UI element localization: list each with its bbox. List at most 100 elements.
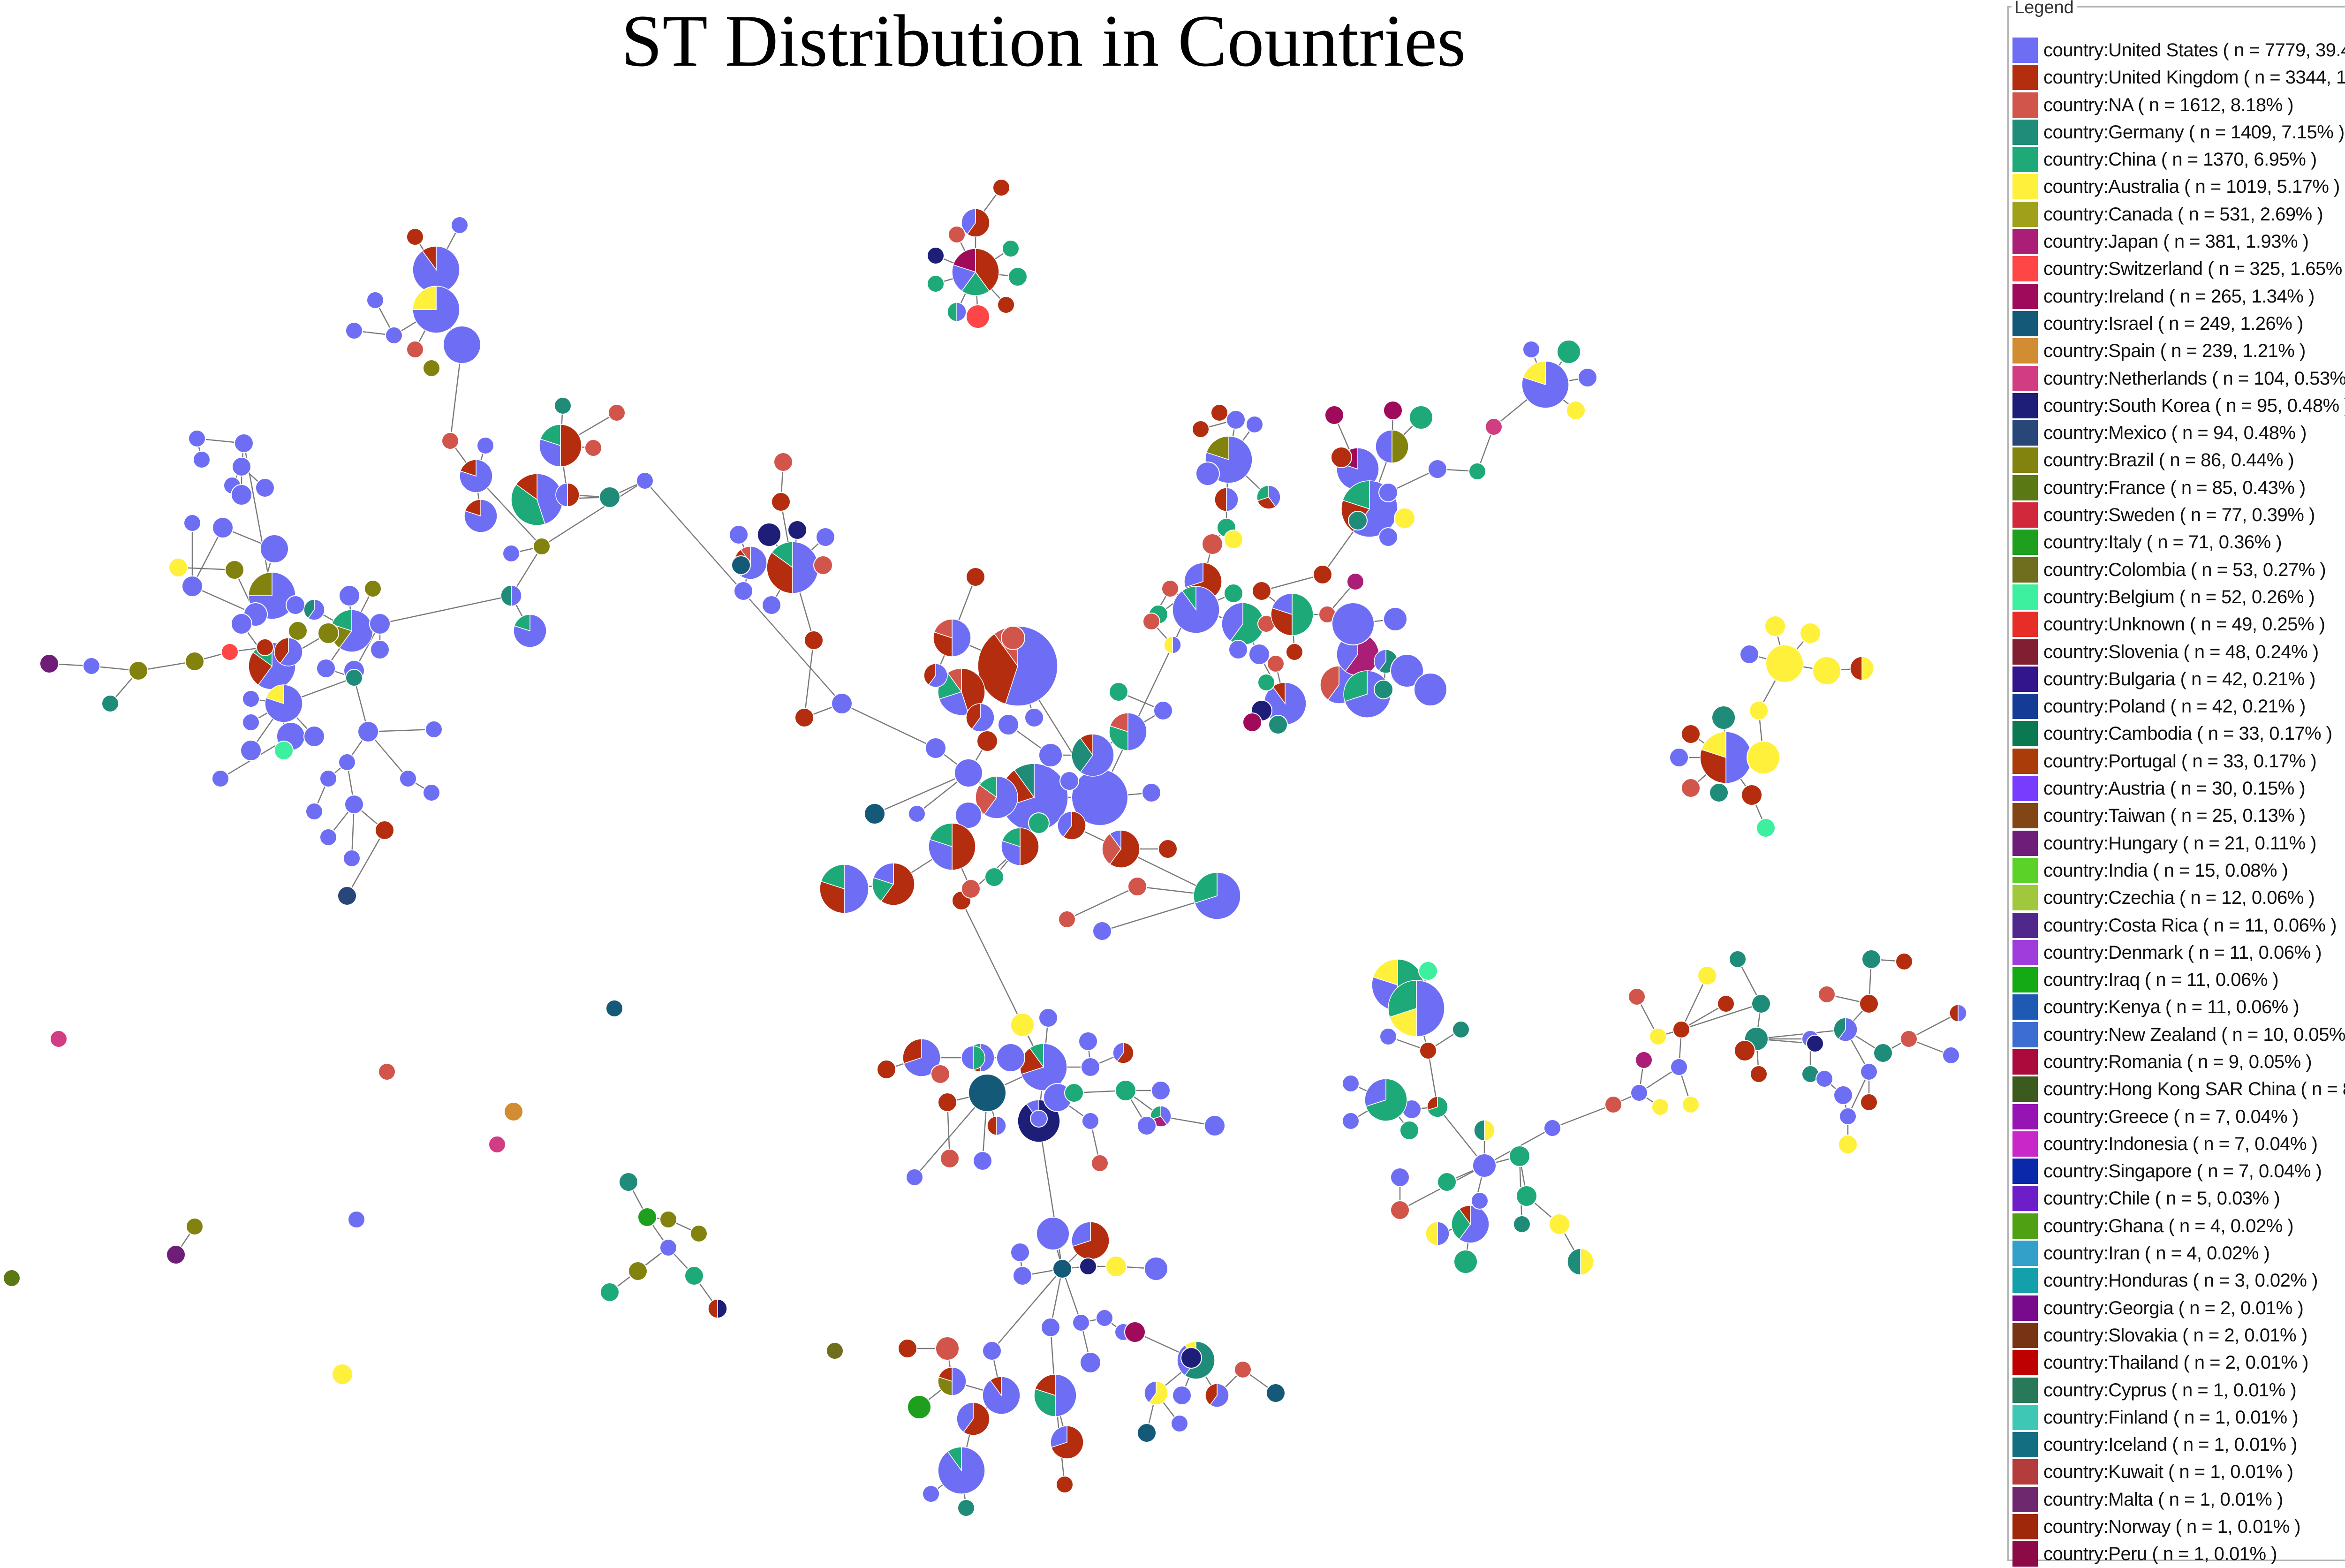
st-node[interactable]: [1451, 1205, 1490, 1243]
st-node[interactable]: [1079, 1257, 1097, 1275]
st-node[interactable]: [1034, 1374, 1077, 1417]
st-node[interactable]: [1390, 1200, 1410, 1220]
st-node[interactable]: [1144, 1257, 1168, 1281]
st-node[interactable]: [1210, 404, 1228, 422]
st-node[interactable]: [819, 864, 869, 914]
st-node[interactable]: [240, 740, 262, 761]
st-node[interactable]: [332, 1363, 353, 1385]
st-node[interactable]: [1472, 1153, 1497, 1178]
st-node[interactable]: [1164, 636, 1181, 654]
st-node[interactable]: [348, 1211, 365, 1228]
st-node[interactable]: [1765, 644, 1804, 683]
st-node[interactable]: [539, 424, 582, 467]
st-node[interactable]: [186, 1218, 204, 1235]
st-node[interactable]: [1833, 1017, 1858, 1042]
st-node[interactable]: [533, 538, 551, 555]
st-node[interactable]: [502, 545, 520, 562]
st-node[interactable]: [1171, 1415, 1188, 1432]
st-node[interactable]: [339, 585, 360, 606]
st-node[interactable]: [762, 595, 781, 615]
st-node[interactable]: [344, 795, 364, 814]
st-node[interactable]: [1399, 1121, 1419, 1140]
st-node[interactable]: [1942, 1046, 1960, 1064]
st-node[interactable]: [168, 558, 188, 577]
st-node[interactable]: [1331, 447, 1352, 468]
st-node[interactable]: [584, 439, 602, 457]
st-node[interactable]: [976, 730, 998, 752]
st-node[interactable]: [364, 580, 382, 598]
st-node[interactable]: [975, 776, 1018, 819]
st-node[interactable]: [1081, 1057, 1100, 1077]
st-node[interactable]: [369, 613, 391, 635]
st-node[interactable]: [1697, 966, 1717, 985]
st-node[interactable]: [337, 886, 357, 906]
st-node[interactable]: [288, 621, 308, 641]
st-node[interactable]: [600, 1282, 620, 1302]
st-node[interactable]: [1041, 1318, 1060, 1337]
st-node[interactable]: [1064, 1083, 1084, 1103]
st-node[interactable]: [1859, 994, 1879, 1014]
st-node[interactable]: [1202, 533, 1223, 555]
st-node[interactable]: [1059, 771, 1079, 791]
st-node[interactable]: [1839, 1107, 1857, 1125]
st-node[interactable]: [129, 661, 148, 681]
st-node[interactable]: [1375, 430, 1409, 463]
st-node[interactable]: [83, 657, 100, 675]
st-node[interactable]: [1071, 734, 1114, 777]
st-node[interactable]: [1419, 1042, 1437, 1060]
st-node[interactable]: [1038, 1008, 1058, 1028]
st-node[interactable]: [659, 1239, 677, 1257]
st-node[interactable]: [1002, 240, 1020, 258]
st-node[interactable]: [1900, 1030, 1918, 1048]
st-node[interactable]: [318, 622, 339, 644]
st-node[interactable]: [423, 359, 440, 377]
st-node[interactable]: [212, 517, 234, 538]
st-node[interactable]: [1115, 1080, 1136, 1101]
st-node[interactable]: [511, 473, 563, 526]
st-node[interactable]: [1734, 1040, 1755, 1061]
st-node[interactable]: [1008, 267, 1028, 287]
st-node[interactable]: [1895, 953, 1913, 970]
st-node[interactable]: [1001, 626, 1025, 650]
st-node[interactable]: [1452, 1021, 1470, 1038]
st-node[interactable]: [303, 599, 325, 621]
st-node[interactable]: [1161, 580, 1179, 598]
st-node[interactable]: [992, 179, 1010, 197]
st-node[interactable]: [940, 1149, 960, 1168]
st-node[interactable]: [938, 1367, 967, 1396]
st-node[interactable]: [1091, 1154, 1109, 1172]
st-node[interactable]: [1124, 1321, 1146, 1343]
st-node[interactable]: [794, 708, 814, 727]
st-node[interactable]: [1557, 340, 1581, 364]
st-node[interactable]: [303, 726, 325, 747]
st-node[interactable]: [234, 433, 254, 453]
st-node[interactable]: [1072, 1314, 1090, 1332]
st-node[interactable]: [1861, 949, 1881, 969]
st-node[interactable]: [443, 326, 481, 364]
st-node[interactable]: [1137, 1116, 1157, 1136]
st-node[interactable]: [182, 576, 203, 597]
st-node[interactable]: [690, 1225, 708, 1242]
st-node[interactable]: [256, 638, 274, 656]
st-node[interactable]: [1142, 783, 1161, 803]
st-node[interactable]: [872, 863, 915, 906]
st-node[interactable]: [1750, 1065, 1768, 1083]
st-node[interactable]: [188, 430, 206, 447]
st-node[interactable]: [1549, 1213, 1570, 1235]
st-node[interactable]: [928, 823, 976, 871]
st-node[interactable]: [925, 737, 946, 759]
st-node[interactable]: [1806, 1035, 1824, 1053]
st-node[interactable]: [1437, 1172, 1457, 1192]
st-node[interactable]: [1860, 1093, 1878, 1111]
st-node[interactable]: [1815, 1070, 1833, 1088]
st-node[interactable]: [984, 867, 1004, 887]
st-node[interactable]: [1818, 985, 1836, 1003]
st-node[interactable]: [766, 541, 819, 594]
st-node[interactable]: [923, 663, 948, 688]
st-node[interactable]: [996, 1043, 1025, 1072]
st-node[interactable]: [1604, 1096, 1622, 1114]
st-node[interactable]: [1649, 1028, 1667, 1045]
st-node[interactable]: [1425, 1221, 1450, 1246]
st-node[interactable]: [619, 1172, 638, 1192]
st-node[interactable]: [1195, 462, 1220, 486]
